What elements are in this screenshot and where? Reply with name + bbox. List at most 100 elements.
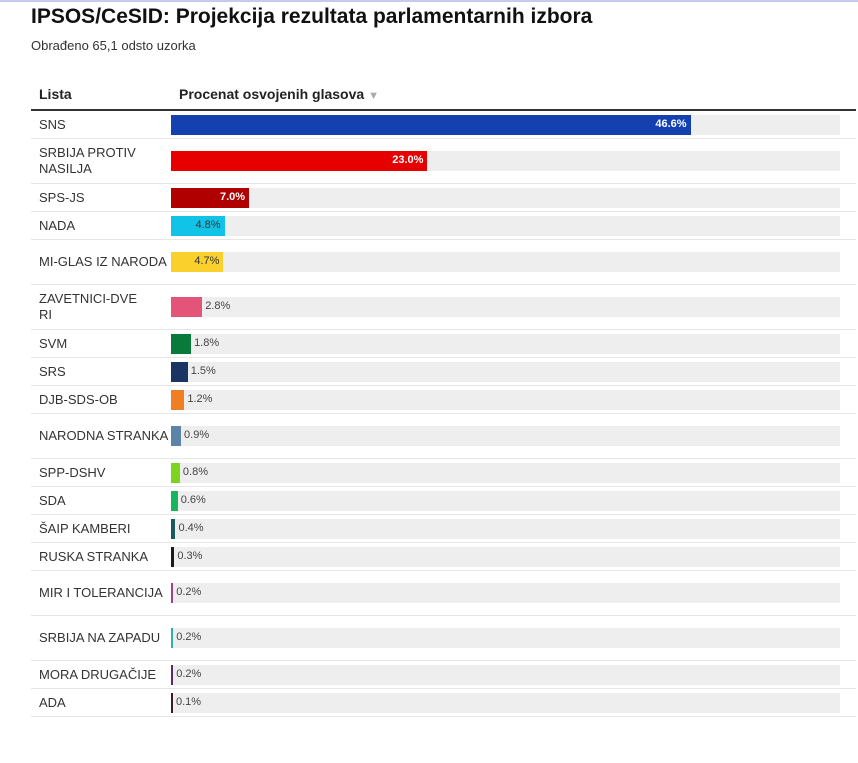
table-row: SDA 0.6% xyxy=(31,487,856,515)
bar-track: 0.2% xyxy=(171,664,840,685)
value-label: 0.4% xyxy=(178,521,204,534)
chart-subtitle: Obrađeno 65,1 odsto uzorka xyxy=(31,38,196,53)
value-label: 0.9% xyxy=(184,429,210,441)
table-row: SPP-DSHV 0.8% xyxy=(31,459,856,487)
bar xyxy=(171,490,178,511)
chart-title: IPSOS/CeSID: Projekcija rezultata parlam… xyxy=(31,5,593,28)
bar-track: 0.2% xyxy=(171,628,840,648)
table-row: MORA DRUGAČIJE 0.2% xyxy=(31,661,856,689)
bar xyxy=(171,215,225,236)
party-label: MI-GLAS IZ NARODA xyxy=(39,254,167,269)
table-body: SNS 46.6% SRBIJA PROTIV NASILJA 23.0% SPS-JS… xyxy=(31,111,856,717)
bar-track: 0.2% xyxy=(171,583,840,603)
party-label: DJB-SDS-OB xyxy=(39,391,118,407)
top-border xyxy=(0,0,858,2)
bar xyxy=(171,426,182,446)
bar xyxy=(171,664,174,685)
bar xyxy=(171,546,175,567)
results-table: Lista Procenat osvojenih glasova ▼ SNS 46.… xyxy=(31,78,856,717)
bar-track: 0.9% xyxy=(171,426,840,446)
value-label: 0.8% xyxy=(182,465,208,478)
bar xyxy=(171,297,203,317)
table-row: SRS 1.5% xyxy=(31,358,856,386)
table-row: NARODNA STRANKA 0.9% xyxy=(31,414,856,459)
bar xyxy=(171,151,428,171)
party-label: SRBIJA PROTIV NASILJA xyxy=(39,145,136,176)
value-label: 7.0% xyxy=(219,190,246,203)
bar-track: 7.0% xyxy=(171,187,840,208)
sort-desc-icon[interactable]: ▼ xyxy=(368,89,380,102)
bar xyxy=(171,252,224,272)
value-label: 4.7% xyxy=(194,255,220,267)
table-row: NADA 4.8% xyxy=(31,212,856,240)
value-label: 23.0% xyxy=(392,154,424,166)
party-label: NADA xyxy=(39,217,76,233)
bar xyxy=(171,518,176,539)
party-label: RUSKA STRANKA xyxy=(39,548,149,564)
bar xyxy=(171,187,250,208)
table-row: MIR I TOLERANCIJA 0.2% xyxy=(31,571,856,616)
bar-track: 4.8% xyxy=(171,215,840,236)
bar-track: 23.0% xyxy=(171,151,840,171)
value-label: 2.8% xyxy=(205,300,231,312)
bar xyxy=(171,583,174,603)
party-label: ADA xyxy=(39,694,66,710)
bar-track: 0.1% xyxy=(171,692,840,713)
bar xyxy=(171,333,192,354)
bar xyxy=(171,628,174,648)
bar xyxy=(171,389,185,410)
table-row: SRBIJA NA ZAPADU 0.2% xyxy=(31,616,856,661)
column-header-procenat[interactable]: Procenat osvojenih glasova ▼ xyxy=(179,86,856,102)
column-header-label: Procenat osvojenih glasova xyxy=(179,85,365,102)
party-label: SDA xyxy=(39,492,66,508)
value-label: 0.2% xyxy=(176,631,202,643)
table-row: ZAVETNICI-DVERI 2.8% xyxy=(31,285,856,330)
party-label: SPS-JS xyxy=(39,189,85,205)
bar-track: 0.3% xyxy=(171,546,840,567)
bar-track: 1.2% xyxy=(171,389,840,410)
value-label: 0.2% xyxy=(176,667,202,680)
table-row: DJB-SDS-OB 1.2% xyxy=(31,386,856,414)
value-label: 0.3% xyxy=(177,549,203,562)
party-label: ZAVETNICI-DVERI xyxy=(39,291,137,322)
bar xyxy=(171,692,173,713)
table-row: SNS 46.6% xyxy=(31,111,856,139)
party-label: ŠAIP KAMBERI xyxy=(39,520,131,536)
bar xyxy=(171,361,188,382)
value-label: 1.5% xyxy=(190,364,216,377)
bar xyxy=(171,462,180,483)
bar-track: 1.5% xyxy=(171,361,840,382)
table-row: SPS-JS 7.0% xyxy=(31,184,856,212)
value-label: 46.6% xyxy=(655,117,687,130)
bar-track: 46.6% xyxy=(171,114,840,135)
column-header-lista[interactable]: Lista xyxy=(39,85,72,102)
bar-track: 0.4% xyxy=(171,518,840,539)
bar-track: 1.8% xyxy=(171,333,840,354)
value-label: 0.1% xyxy=(176,695,202,708)
value-label: 0.2% xyxy=(176,586,202,598)
party-label: SVM xyxy=(39,335,68,351)
value-label: 0.6% xyxy=(180,493,206,506)
table-row: MI-GLAS IZ NARODA 4.7% xyxy=(31,240,856,285)
value-label: 1.2% xyxy=(187,392,213,405)
value-label: 4.8% xyxy=(195,218,221,231)
party-label: MORA DRUGAČIJE xyxy=(39,666,157,682)
table-row: ADA 0.1% xyxy=(31,689,856,717)
party-label: NARODNA STRANKA xyxy=(39,428,169,443)
party-label: SRBIJA NA ZAPADU xyxy=(39,630,161,645)
party-label: SNS xyxy=(39,116,66,132)
table-row: ŠAIP KAMBERI 0.4% xyxy=(31,515,856,543)
table-row: RUSKA STRANKA 0.3% xyxy=(31,543,856,571)
bar xyxy=(171,114,691,135)
table-header: Lista Procenat osvojenih glasova ▼ xyxy=(31,78,856,111)
table-row: SRBIJA PROTIV NASILJA 23.0% xyxy=(31,139,856,184)
party-label: MIR I TOLERANCIJA xyxy=(39,585,163,600)
table-row: SVM 1.8% xyxy=(31,330,856,358)
bar-track: 2.8% xyxy=(171,297,840,317)
bar-track: 0.6% xyxy=(171,490,840,511)
bar-track: 4.7% xyxy=(171,252,840,272)
party-label: SRS xyxy=(39,363,66,379)
bar-track: 0.8% xyxy=(171,462,840,483)
value-label: 1.8% xyxy=(194,336,220,349)
party-label: SPP-DSHV xyxy=(39,464,106,480)
